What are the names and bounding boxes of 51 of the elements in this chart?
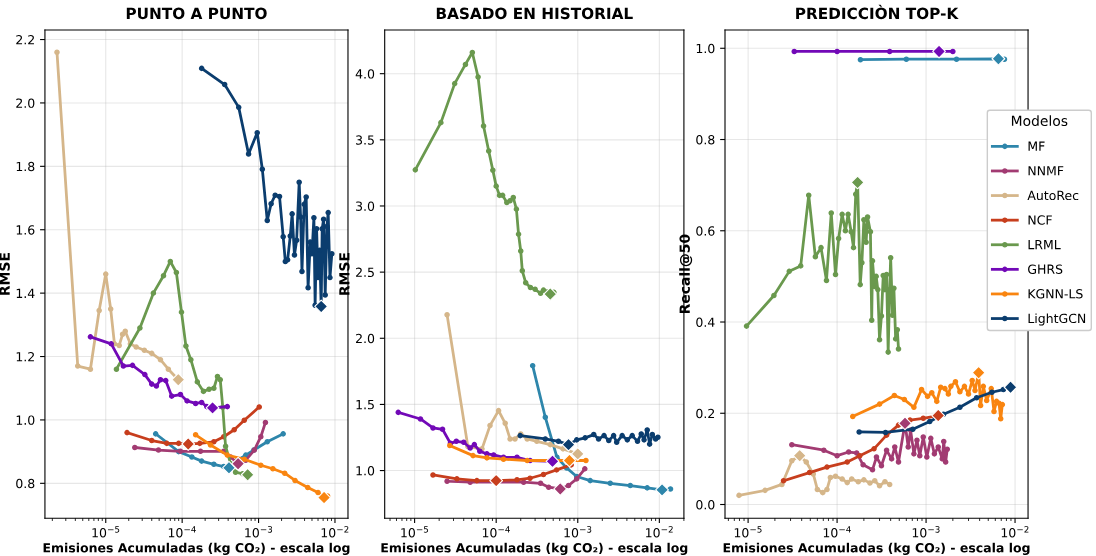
chart-title: PREDICCIÒN TOP-K — [796, 4, 959, 20]
legend-label: LRML — [1028, 240, 1061, 250]
x-tick-label: 10$^{−2}$ — [646, 526, 673, 538]
y-tick-label: 0.2 — [696, 408, 715, 419]
x-axis-title: Emisiones Acumuladas (kg CO₂) - escala log — [381, 542, 688, 555]
x-tick-label: 10$^{−2}$ — [321, 526, 349, 538]
y-axis-title: Recall@50 — [679, 234, 693, 314]
x-tick-label: 10$^{−3}$ — [245, 526, 273, 538]
legend-label: KGNN-LS — [1028, 289, 1083, 299]
y-tick-label: 1.8 — [16, 161, 35, 172]
y-tick-label: 1.6 — [16, 225, 35, 235]
y-tick-label: 2.2 — [16, 35, 34, 45]
y-tick-label: 0.4 — [696, 317, 715, 327]
x-tick-label: 10$^{−2}$ — [1001, 526, 1029, 538]
chart-title: PUNTO A PUNTO — [126, 7, 267, 20]
y-tick-label: 1.2 — [16, 352, 34, 362]
legend-label: NCF — [1028, 215, 1052, 225]
y-tick-label: 0.0 — [696, 499, 715, 510]
x-tick-label: 10$^{−5}$ — [734, 526, 762, 538]
legend-label: NNMF — [1028, 166, 1064, 176]
x-tick-label: 10$^{−4}$ — [168, 526, 196, 538]
legend-label: AutoRec — [1027, 190, 1079, 201]
x-tick-label: 10$^{−5}$ — [401, 526, 429, 538]
y-tick-label: 1.0 — [356, 466, 375, 476]
legend-title: Modelos — [1011, 115, 1068, 127]
y-axis-title: RMSE — [339, 253, 350, 295]
y-tick-label: 4.0 — [355, 69, 375, 79]
x-axis-title: Emisiones Acumuladas (kg CO₂) - escala log — [43, 542, 350, 555]
y-tick-label: 3.0 — [356, 201, 375, 211]
x-tick-label: 10$^{−4}$ — [823, 526, 851, 538]
chart-title: BASADO EN HISTORIAL — [436, 7, 633, 20]
x-tick-label: 10$^{−3}$ — [912, 526, 940, 538]
legend-label: GHRS — [1028, 264, 1063, 274]
y-tick-label: 2.0 — [356, 333, 375, 344]
y-tick-label: 0.8 — [16, 478, 35, 489]
x-tick-label: 10$^{−3}$ — [564, 526, 592, 538]
x-tick-label: 10$^{−4}$ — [482, 526, 510, 538]
y-tick-label: 1.0 — [696, 43, 715, 54]
y-tick-label: 2.5 — [356, 267, 374, 278]
y-tick-label: 0.8 — [696, 134, 715, 145]
y-tick-label: 1.4 — [16, 288, 35, 298]
legend-label: LightGCN — [1028, 313, 1086, 326]
x-tick-label: 10$^{−5}$ — [92, 526, 120, 538]
y-tick-label: 2.0 — [16, 98, 35, 108]
legend-label: MF — [1028, 141, 1045, 151]
x-axis-title: Emisiones Acumuladas (kg CO₂) - escala log — [723, 542, 1030, 555]
y-axis-title: RMSE — [0, 253, 10, 295]
y-tick-label: 1.0 — [16, 415, 35, 425]
y-tick-label: 0.6 — [696, 226, 715, 236]
y-tick-label: 3.5 — [356, 135, 374, 145]
y-tick-label: 1.5 — [356, 400, 374, 410]
